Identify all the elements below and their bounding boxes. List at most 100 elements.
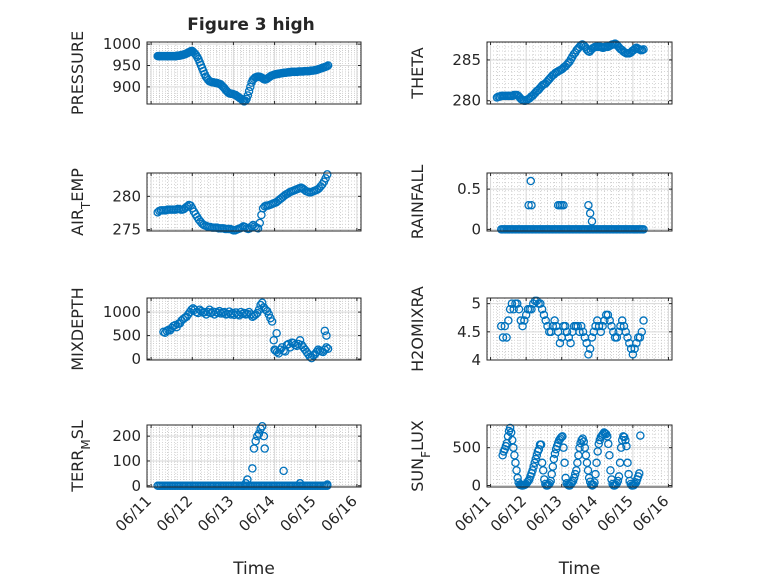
y-tick-label: 4.5 (457, 323, 481, 341)
data-point (322, 343, 331, 352)
data-point (626, 344, 636, 353)
data-point (549, 454, 559, 464)
data-point (594, 321, 604, 331)
data-point (639, 225, 648, 234)
data-point (323, 344, 333, 353)
data-point (604, 439, 613, 449)
y-tick-label: 275 (112, 221, 141, 239)
y-axis-label-main: RAINFALL (408, 165, 427, 240)
data-point (577, 435, 586, 445)
x-axis-label: Time (558, 559, 601, 579)
data-point (531, 454, 540, 464)
x-tick-label: 06/14 (558, 492, 601, 535)
figure-title: Figure 3 high (187, 15, 315, 35)
series-markers (498, 423, 645, 490)
axes-box (146, 172, 362, 232)
data-point (558, 432, 567, 441)
data-point (260, 444, 269, 453)
data-point (630, 344, 639, 353)
data-point (637, 327, 647, 337)
data-point (255, 218, 265, 228)
data-point (538, 466, 548, 475)
data-point (536, 299, 545, 308)
y-axis-label: AIRTEMP (68, 168, 93, 236)
y-tick-label: 500 (112, 327, 141, 345)
data-point (516, 316, 526, 325)
data-point (585, 344, 595, 353)
subplot-air-temp: 275 280 AIRTEMP (68, 168, 362, 239)
data-point (502, 333, 511, 342)
data-point (267, 317, 277, 326)
y-axis-label-main: TERR (68, 450, 87, 493)
data-point (295, 336, 305, 345)
data-point (555, 338, 565, 348)
data-point (253, 224, 263, 233)
data-point (605, 450, 614, 460)
y-tick-label: 280 (452, 92, 481, 110)
data-point (598, 321, 607, 331)
data-point (320, 326, 330, 336)
axes-box (146, 297, 362, 361)
data-point (573, 321, 582, 331)
data-point (561, 321, 570, 331)
x-tick-label: 06/12 (153, 492, 196, 535)
data-point (606, 466, 615, 475)
data-point (559, 443, 568, 452)
data-point (607, 321, 616, 331)
data-point (603, 310, 613, 320)
x-tick-label: 06/13 (522, 492, 565, 535)
x-axis-label: Time (232, 559, 275, 579)
data-point (541, 316, 550, 325)
data-point (613, 476, 623, 486)
data-point (559, 200, 568, 210)
data-point (527, 305, 536, 314)
data-point (587, 333, 597, 342)
x-tick-label: 06/16 (629, 492, 672, 535)
y-tick-label: 0.5 (457, 180, 481, 198)
y-axis-label: SUNFLUX (408, 420, 433, 492)
y-tick-label: 1000 (103, 303, 141, 321)
y-axis-label-sub: F (419, 451, 433, 458)
data-point (321, 174, 330, 183)
axes-box (486, 297, 673, 361)
axes-box (146, 424, 362, 488)
series-markers (153, 170, 332, 235)
y-axis-label-main: THETA (408, 47, 427, 99)
y-tick-label: 200 (112, 427, 141, 445)
data-point (237, 95, 246, 104)
y-tick-label: 900 (112, 78, 141, 96)
data-point (323, 61, 333, 70)
data-point (579, 437, 589, 446)
y-axis-label: RAINFALL (408, 165, 427, 240)
data-point (623, 458, 632, 468)
data-point (630, 479, 640, 489)
data-point (578, 327, 588, 337)
data-point (259, 431, 269, 441)
y-tick-label: 0 (131, 477, 141, 495)
data-point (527, 200, 536, 210)
y-tick-label: 4 (471, 351, 481, 369)
data-point (244, 86, 254, 96)
data-point (251, 436, 260, 446)
subplot-pressure: 900 950 1000 PRESSURE (68, 31, 362, 115)
data-point (584, 200, 593, 210)
y-axis-label: PRESSURE (68, 31, 87, 115)
data-point (560, 458, 569, 468)
axes-box (486, 172, 673, 232)
data-point (539, 310, 549, 320)
data-point (505, 305, 515, 314)
data-point (556, 434, 565, 443)
y-axis-label-suffix: LUX (408, 420, 427, 451)
series-markers (153, 421, 332, 491)
data-point (528, 466, 537, 475)
y-axis-label-main: AIR (68, 209, 87, 236)
data-point (322, 331, 331, 340)
data-point (614, 472, 624, 481)
x-tick-label: 06/15 (276, 492, 319, 535)
data-point (639, 45, 648, 54)
data-point (548, 321, 558, 331)
data-point (529, 462, 538, 471)
